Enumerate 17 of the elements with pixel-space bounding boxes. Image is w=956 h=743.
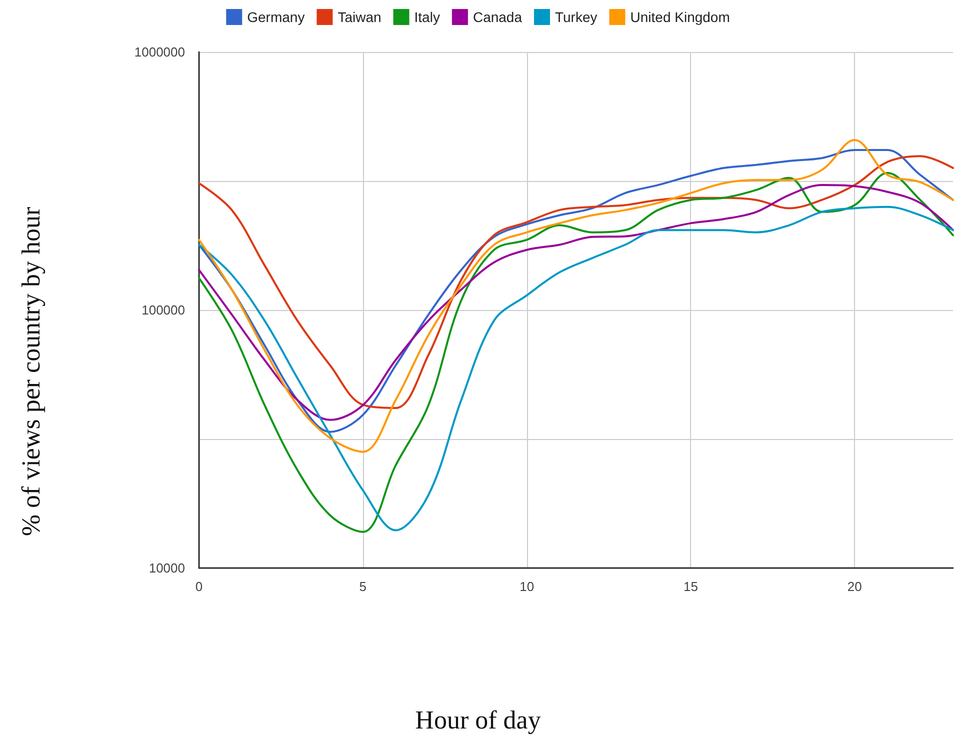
y-tick-label: 1000000 [134,44,185,60]
legend-label: Italy [414,9,440,25]
x-tick-label: 15 [684,579,698,594]
legend-label: United Kingdom [630,9,730,25]
legend-label: Turkey [554,9,598,25]
y-tick-label: 10000 [148,560,185,576]
line-series [198,184,954,421]
x-tick-label: 0 [195,579,203,594]
x-tick-label: 10 [520,579,534,594]
y-axis-title: % of views per country by hour [16,206,46,536]
legend-label: Taiwan [338,9,382,25]
y-tick-label: 100000 [142,302,185,318]
x-tick-label: 20 [847,579,862,594]
x-tick-label: 5 [359,579,367,594]
legend-label: Germany [247,9,305,25]
x-axis-title: Hour of day [415,706,541,734]
legend-label: Canada [472,9,522,25]
